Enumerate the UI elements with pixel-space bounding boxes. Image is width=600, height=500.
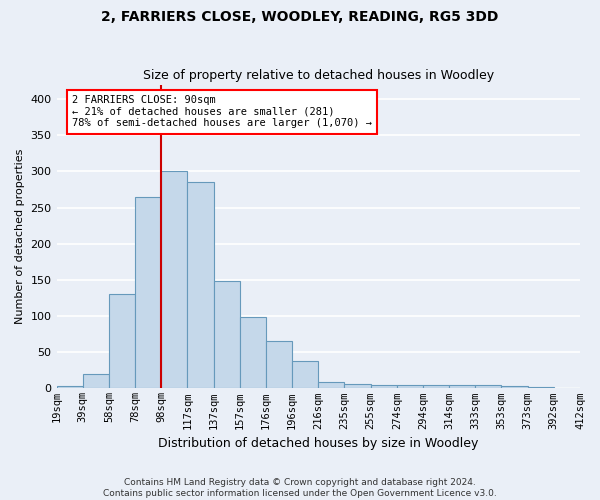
Bar xyxy=(187,182,214,388)
Bar xyxy=(449,385,475,388)
Bar xyxy=(318,382,344,388)
Bar xyxy=(423,385,449,388)
Bar xyxy=(135,196,161,388)
Bar xyxy=(371,385,397,388)
Bar xyxy=(292,361,318,388)
Bar xyxy=(527,387,554,388)
Bar xyxy=(56,386,83,388)
Text: Contains HM Land Registry data © Crown copyright and database right 2024.
Contai: Contains HM Land Registry data © Crown c… xyxy=(103,478,497,498)
X-axis label: Distribution of detached houses by size in Woodley: Distribution of detached houses by size … xyxy=(158,437,478,450)
Bar xyxy=(397,386,423,388)
Bar xyxy=(83,374,109,388)
Text: 2 FARRIERS CLOSE: 90sqm
← 21% of detached houses are smaller (281)
78% of semi-d: 2 FARRIERS CLOSE: 90sqm ← 21% of detache… xyxy=(72,95,372,128)
Bar xyxy=(161,172,187,388)
Bar xyxy=(240,318,266,388)
Bar xyxy=(266,342,292,388)
Y-axis label: Number of detached properties: Number of detached properties xyxy=(15,149,25,324)
Bar xyxy=(475,386,502,388)
Bar xyxy=(109,294,135,388)
Bar xyxy=(214,282,240,389)
Bar xyxy=(344,384,371,388)
Title: Size of property relative to detached houses in Woodley: Size of property relative to detached ho… xyxy=(143,69,494,82)
Text: 2, FARRIERS CLOSE, WOODLEY, READING, RG5 3DD: 2, FARRIERS CLOSE, WOODLEY, READING, RG5… xyxy=(101,10,499,24)
Bar xyxy=(502,386,527,388)
